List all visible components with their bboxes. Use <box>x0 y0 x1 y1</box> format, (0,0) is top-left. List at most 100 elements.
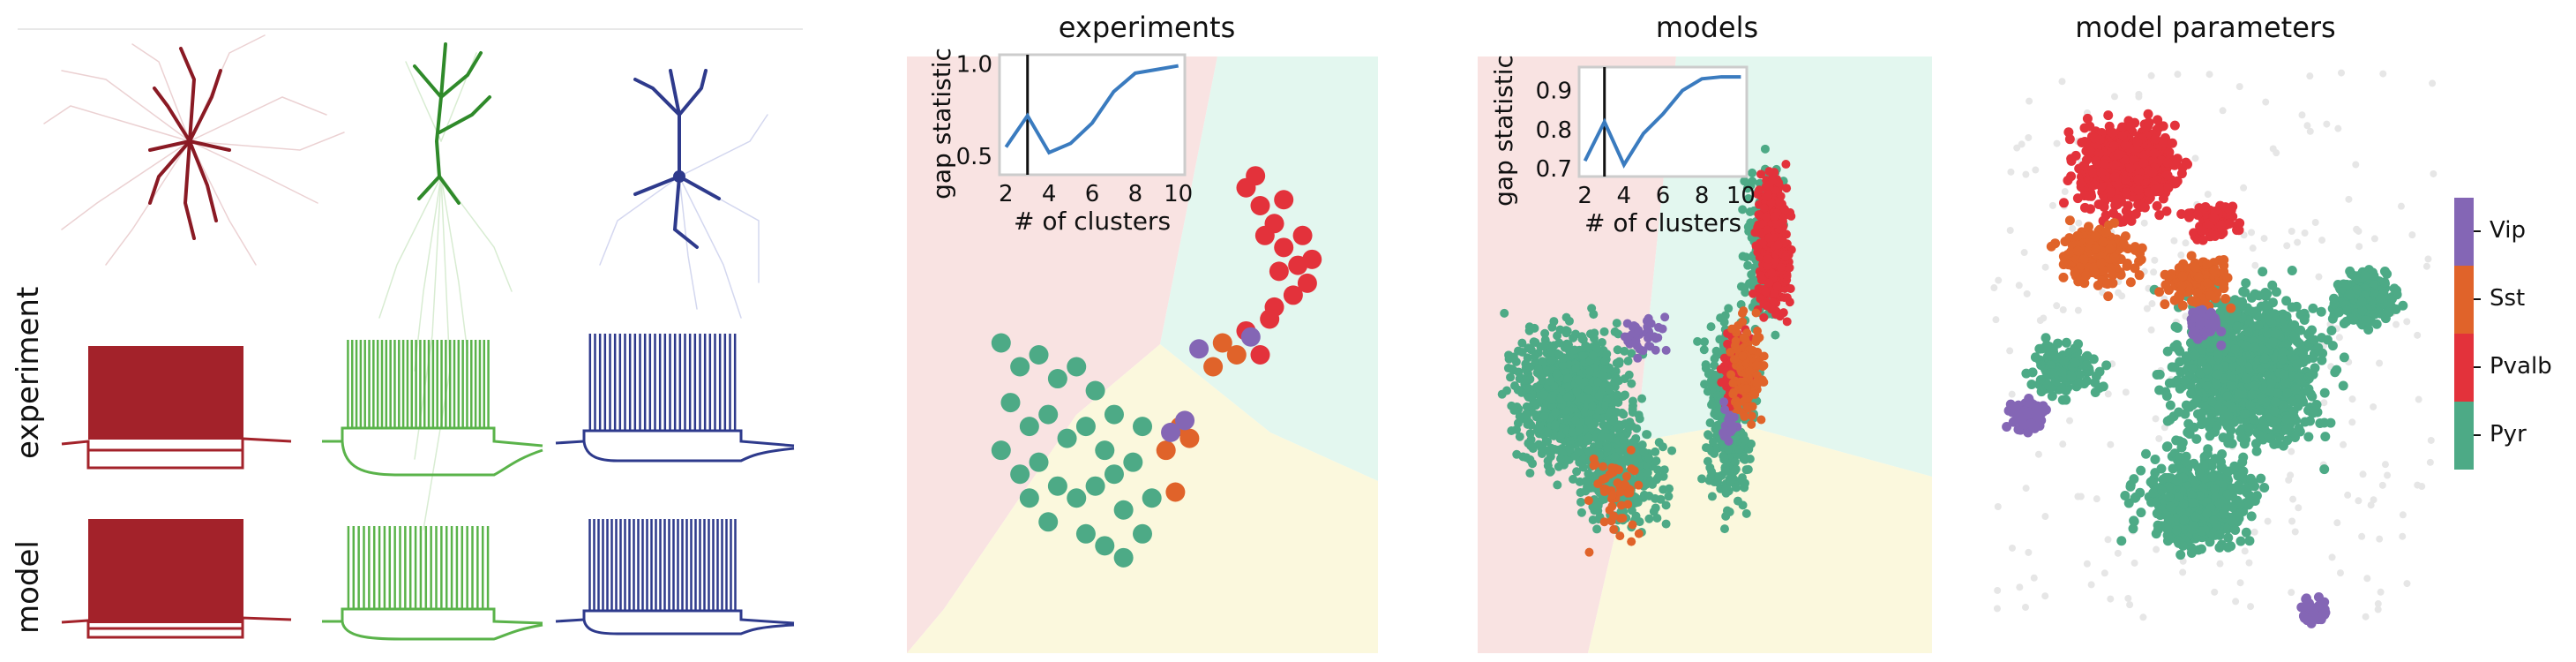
point-pyr <box>1123 453 1142 472</box>
point-pyr <box>1638 440 1647 449</box>
point-pyr <box>2166 401 2175 410</box>
point-pyr <box>1605 385 1614 394</box>
point-sst <box>1157 440 1176 460</box>
point-pyr <box>1613 390 1621 399</box>
point-background <box>2018 140 2026 147</box>
point-pvalb <box>1767 269 1776 278</box>
point-background <box>2177 252 2184 259</box>
point-pvalb <box>1762 213 1771 222</box>
point-pyr <box>1610 452 1619 461</box>
inset-xtick: 6 <box>1085 181 1100 207</box>
point-pyr <box>1521 376 1530 385</box>
point-pyr <box>2310 335 2319 345</box>
point-pvalb <box>2134 185 2144 195</box>
point-background <box>2355 497 2362 504</box>
point-pyr <box>1704 457 1712 466</box>
point-background <box>2022 171 2029 178</box>
inset-xlabel: # of clusters <box>1014 207 1171 236</box>
point-pyr <box>1721 484 1730 493</box>
point-pyr <box>1748 169 1756 177</box>
point-pyr <box>2266 378 2276 387</box>
point-pyr <box>1528 459 1537 468</box>
point-background <box>2111 93 2118 100</box>
point-sst <box>1179 429 1199 448</box>
point-sst <box>1615 531 1624 540</box>
point-background <box>2298 111 2305 118</box>
point-pyr <box>1575 425 1584 433</box>
point-pvalb <box>1760 204 1769 213</box>
point-background <box>2021 249 2028 256</box>
chart-title-experiments: experiments <box>900 11 1394 44</box>
point-pyr <box>1552 370 1561 379</box>
point-pvalb <box>2080 203 2090 213</box>
point-pyr <box>2155 370 2165 380</box>
point-pvalb <box>1293 226 1313 245</box>
point-sst <box>1599 475 1607 484</box>
point-pyr <box>1707 322 1716 331</box>
point-pyr <box>1574 447 1583 455</box>
point-background <box>2399 533 2406 540</box>
point-pyr <box>2237 357 2247 366</box>
point-sst <box>1616 488 1625 497</box>
point-background <box>2334 125 2341 132</box>
point-pvalb <box>1274 190 1293 209</box>
point-pyr <box>1721 311 1730 320</box>
point-pvalb <box>2118 131 2128 140</box>
point-background <box>1994 605 2001 612</box>
point-background <box>1990 284 1997 291</box>
point-pyr <box>1571 416 1580 425</box>
point-background <box>2118 292 2125 299</box>
point-pyr <box>2247 389 2257 399</box>
point-pyr <box>1105 464 1124 484</box>
point-pvalb <box>1763 302 1771 311</box>
point-sst <box>1623 500 1632 508</box>
point-pyr <box>1526 429 1535 438</box>
point-pyr <box>1587 304 1596 312</box>
point-pyr <box>1504 364 1513 372</box>
point-background <box>2115 550 2122 557</box>
point-pvalb <box>2153 115 2162 124</box>
point-pyr <box>1566 444 1575 453</box>
point-sst <box>1752 308 1761 317</box>
inset-xtick: 8 <box>1695 183 1710 209</box>
point-pyr <box>1598 433 1606 442</box>
point-pyr <box>1530 324 1539 333</box>
point-background <box>2261 235 2268 242</box>
point-pyr <box>2310 363 2319 372</box>
point-background <box>2059 440 2066 448</box>
point-pvalb <box>2096 168 2106 177</box>
point-pyr <box>1631 435 1640 444</box>
point-vip <box>1719 397 1728 406</box>
point-pvalb <box>2117 122 2127 132</box>
point-pyr <box>2254 290 2264 300</box>
inset-xtick: 10 <box>1726 183 1756 209</box>
point-pyr <box>1741 455 1749 464</box>
point-pyr <box>1133 417 1152 436</box>
point-pvalb <box>2153 201 2162 211</box>
point-sst <box>1607 502 1616 511</box>
point-vip <box>1653 334 1662 342</box>
point-pyr <box>1592 524 1601 533</box>
point-background <box>2041 513 2048 520</box>
point-sst <box>1584 496 1593 505</box>
point-pyr <box>1576 498 1585 507</box>
point-background <box>2075 220 2082 227</box>
point-pyr <box>2258 395 2267 405</box>
point-pyr <box>1591 419 1599 428</box>
point-background <box>2035 451 2042 458</box>
point-sst <box>1742 384 1751 393</box>
point-pvalb <box>1763 226 1771 235</box>
point-pyr <box>2307 392 2317 402</box>
point-background <box>2153 415 2160 422</box>
point-background <box>1995 277 2002 284</box>
point-pvalb <box>2132 138 2142 147</box>
point-background <box>2315 274 2322 281</box>
point-pvalb <box>2122 213 2131 222</box>
point-pyr <box>1550 445 1559 454</box>
point-pyr <box>2303 432 2313 441</box>
point-pyr <box>2308 353 2318 363</box>
point-pyr <box>2250 381 2259 391</box>
point-vip <box>1644 314 1653 323</box>
point-pvalb <box>2094 199 2104 209</box>
